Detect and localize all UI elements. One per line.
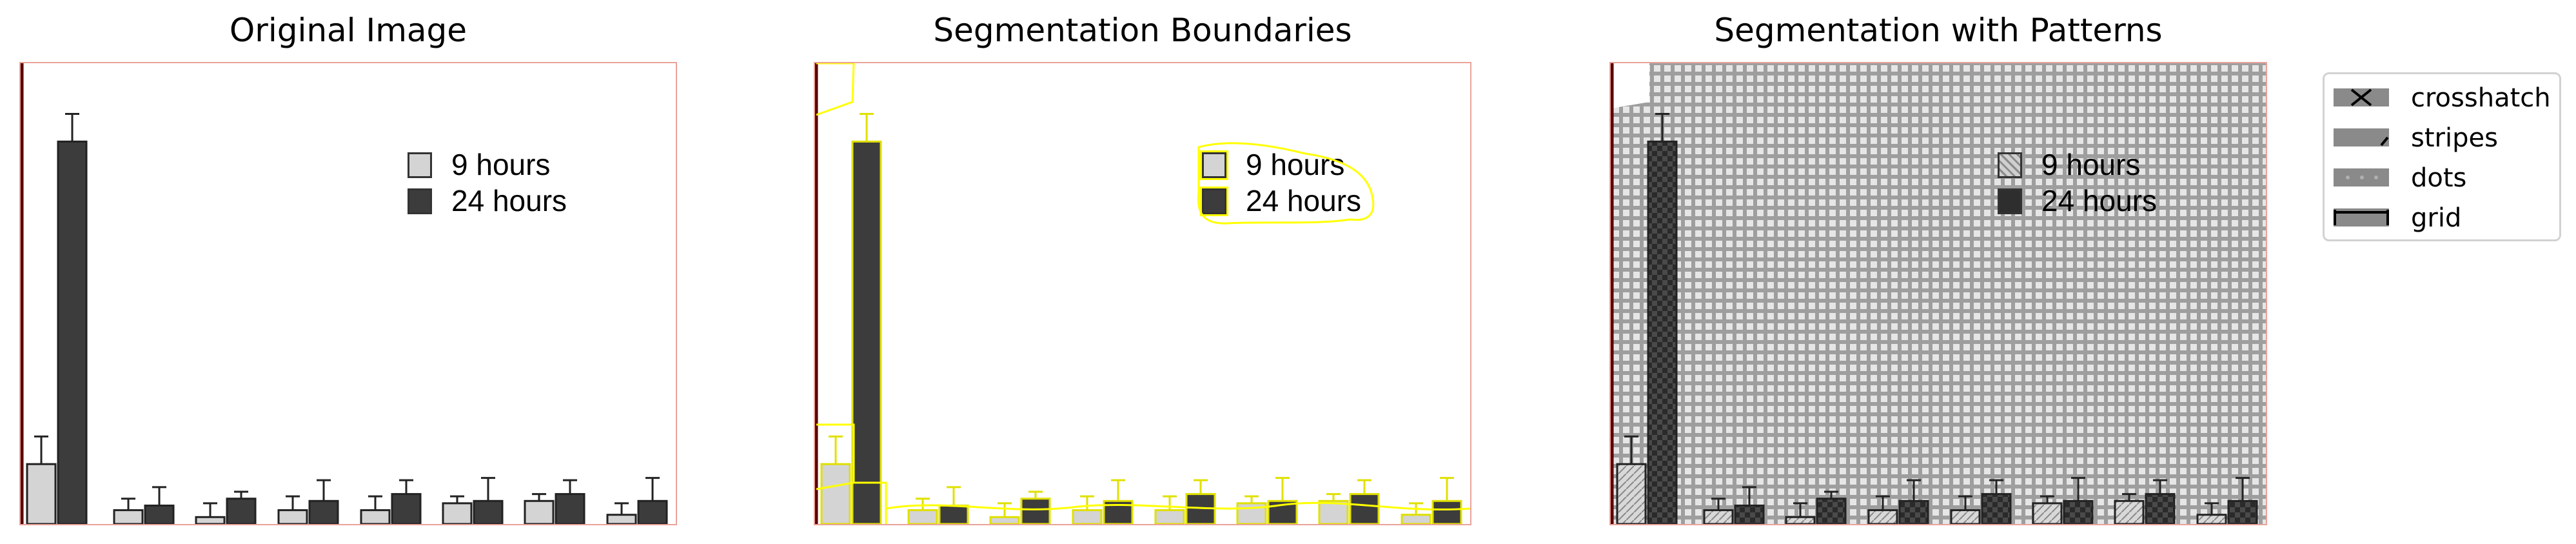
segmentation-boundary-bottom (885, 501, 1470, 511)
bar-24-hours-1 (57, 140, 88, 524)
bar-24-hours-8 (2227, 499, 2258, 524)
bar-9-hours-8 (2196, 514, 2227, 524)
bar-24-hours-4 (1898, 499, 1929, 524)
bar-9-hours-5 (360, 509, 391, 524)
legend-swatch-9-hours (408, 152, 432, 178)
bar-9-hours-3 (989, 516, 1020, 524)
bar-9-hours-1 (820, 463, 851, 524)
stripes-icon (2334, 128, 2389, 146)
bar-9-hours-6 (442, 502, 473, 524)
bar-9-hours-6 (2032, 502, 2063, 524)
legend-swatch-9-hours (1200, 150, 1228, 180)
bar-24-hours-7 (555, 493, 585, 524)
bar-24-hours-8 (637, 499, 668, 524)
grid-icon (2334, 208, 2389, 227)
bar-9-hours-2 (907, 509, 938, 524)
original-chart-svg (21, 63, 668, 524)
legend-label-dots: dots (2411, 163, 2467, 193)
bar-24-hours-6 (2063, 499, 2094, 524)
legend-label-grid: grid (2411, 203, 2462, 233)
bar-9-hours-1 (26, 463, 57, 524)
bar-24-hours-6 (473, 499, 504, 524)
bar-9-hours-7 (524, 499, 555, 524)
legend-label-stripes: stripes (2411, 123, 2498, 153)
bar-24-hours-2 (938, 504, 969, 524)
legend-swatch-24-hours (408, 188, 432, 214)
dots-icon (2334, 168, 2389, 186)
bar-24-hours-5 (1981, 493, 2012, 524)
bar-9-hours-2 (1703, 509, 1734, 524)
bar-9-hours-5 (1154, 509, 1185, 524)
legend-swatch-9-hours (1998, 152, 2022, 178)
crosshatch-icon (2334, 88, 2389, 106)
legend-label-9-hours: 9 hours (451, 148, 551, 181)
legend-label-24-hours: 24 hours (1246, 184, 1362, 217)
panel-title-boundaries: Segmentation Boundaries (933, 12, 1352, 49)
legend-label-9-hours: 9 hours (2041, 148, 2141, 181)
boundaries-chart-svg (815, 63, 1470, 524)
bar-24-hours-1 (851, 140, 882, 524)
bar-9-hours-5 (1950, 509, 1981, 524)
bar-24-hours-7 (2145, 493, 2176, 524)
original-image-panel: 9 hours 24 hours (19, 62, 677, 525)
bar-9-hours-4 (1072, 509, 1103, 524)
bar-24-hours-3 (1816, 498, 1847, 524)
legend-swatch-24-hours (1998, 188, 2022, 214)
bar-24-hours-3 (226, 498, 257, 524)
bar-24-hours-8 (1431, 499, 1462, 524)
pattern-background-region (1611, 63, 2266, 524)
bar-9-hours-3 (195, 516, 226, 524)
bar-9-hours-8 (606, 514, 637, 524)
bar-24-hours-3 (1020, 498, 1051, 524)
legend-label-24-hours: 24 hours (451, 184, 567, 217)
bar-24-hours-2 (1734, 504, 1765, 524)
legend-label-crosshatch: crosshatch (2411, 83, 2551, 113)
unsegmented-corner-region (1611, 63, 1649, 108)
bar-9-hours-1 (1616, 463, 1647, 524)
bar-24-hours-1 (1647, 140, 1678, 524)
bar-24-hours-2 (144, 504, 175, 524)
bar-9-hours-4 (1867, 509, 1898, 524)
bar-9-hours-4 (277, 509, 308, 524)
bar-9-hours-3 (1785, 516, 1816, 524)
bar-24-hours-7 (1349, 493, 1380, 524)
bar-24-hours-5 (391, 493, 422, 524)
legend-label-24-hours: 24 hours (2041, 184, 2158, 217)
segmentation-boundary-left (816, 63, 887, 524)
patterns-chart-svg (1611, 63, 2266, 524)
panel-title-patterns: Segmentation with Patterns (1714, 12, 2163, 49)
segmentation-patterns-panel: 9 hours 24 hours (1609, 62, 2267, 525)
panel-title-original: Original Image (229, 12, 467, 49)
legend-label-9-hours: 9 hours (1246, 148, 1345, 181)
bar-24-hours-4 (308, 499, 339, 524)
bar-9-hours-8 (1401, 514, 1431, 524)
segmentation-boundaries-panel: 9 hours 24 hours (814, 62, 1471, 525)
bar-9-hours-7 (2114, 499, 2145, 524)
bar-9-hours-2 (113, 509, 144, 524)
pattern-legend: crosshatch stripes dots grid (2323, 72, 2561, 241)
legend-swatch-24-hours (1200, 186, 1228, 216)
